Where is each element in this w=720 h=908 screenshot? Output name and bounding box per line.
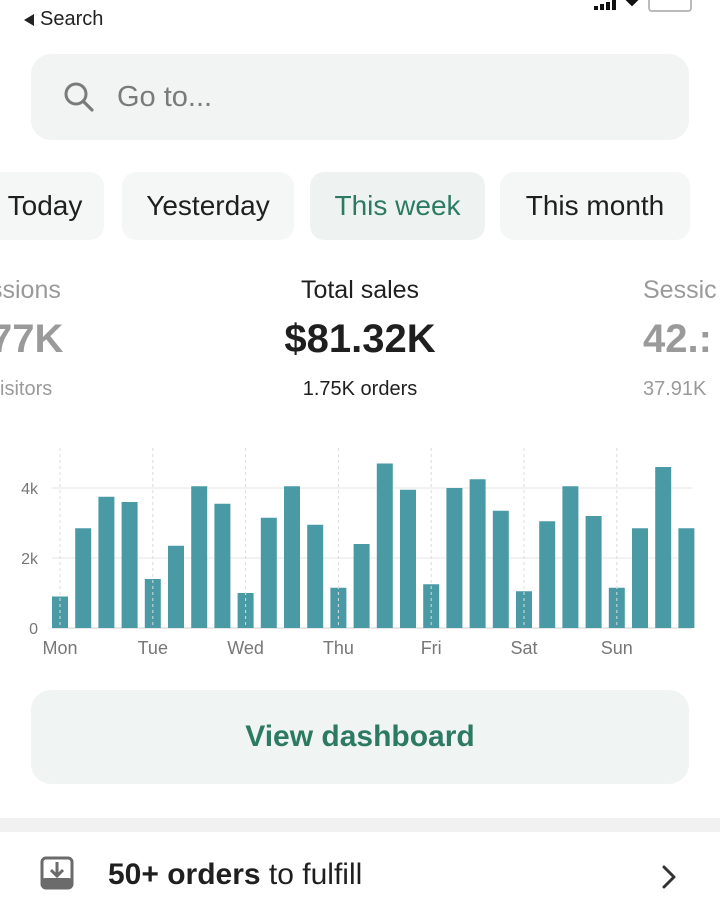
- x-tick-label: Thu: [323, 638, 354, 658]
- back-to-search-link[interactable]: Search: [24, 8, 103, 31]
- chart-bar: [585, 516, 602, 628]
- sales-chart-svg: 0 2k 4k Mon Tue Wed Thu Fri Sat Sun: [21, 448, 695, 658]
- tab-yesterday[interactable]: Yesterday: [122, 172, 294, 240]
- date-range-tabs: Today Yesterday This week This month: [0, 172, 720, 240]
- chart-bar: [284, 486, 300, 628]
- chart-bar: [75, 528, 92, 628]
- metric-label: Sessic: [643, 276, 717, 304]
- metric-label: ssions: [0, 276, 61, 304]
- orders-count: 50+ orders: [108, 858, 261, 891]
- x-tick-label: Mon: [42, 638, 77, 658]
- chart-bar: [562, 486, 579, 628]
- chart-bar: [608, 587, 625, 628]
- metric-sessions-left[interactable]: ssions 77K visitors: [0, 276, 63, 401]
- chart-bar: [492, 510, 509, 628]
- x-tick-label: Wed: [227, 638, 264, 658]
- status-icons: [594, 0, 692, 12]
- y-tick-label: 2k: [21, 551, 39, 568]
- metric-total-sales[interactable]: Total sales $81.32K 1.75K orders: [210, 276, 510, 401]
- wifi-icon: [624, 0, 640, 10]
- orders-to-fulfill-text: 50+ orders to fulfill: [108, 858, 362, 892]
- metric-sub: visitors: [0, 378, 53, 400]
- status-bar: Search: [0, 0, 720, 40]
- chart-bar: [144, 579, 161, 628]
- chart-bar: [446, 488, 463, 628]
- y-tick-label: 0: [29, 621, 38, 638]
- chart-bar: [98, 496, 115, 628]
- chart-bar: [376, 463, 393, 628]
- tab-today[interactable]: Today: [0, 172, 104, 240]
- search-placeholder: Go to...: [117, 80, 213, 113]
- metric-sessions-right[interactable]: Sessic 42.: 37.91K: [643, 276, 717, 401]
- view-dashboard-button[interactable]: View dashboard: [31, 690, 689, 784]
- chart-bar: [121, 502, 138, 628]
- chart-bar: [632, 528, 648, 628]
- battery-icon: [648, 0, 692, 12]
- chart-bar: [330, 587, 347, 628]
- x-tick-label: Sun: [601, 638, 633, 658]
- chart-bar: [678, 528, 695, 628]
- chart-bar: [168, 545, 184, 628]
- section-divider: [0, 818, 720, 832]
- chart-bar: [260, 517, 277, 628]
- y-tick-label: 4k: [21, 481, 39, 498]
- metric-value: 77K: [0, 317, 64, 361]
- back-label: Search: [40, 8, 104, 30]
- chevron-right-icon: [660, 864, 678, 890]
- orders-to-fulfill-row[interactable]: 50+ orders to fulfill: [0, 832, 720, 908]
- x-tick-label: Fri: [421, 638, 442, 658]
- chart-bar: [400, 489, 416, 628]
- orders-suffix: to fulfill: [260, 858, 363, 891]
- metric-value: 42.:: [643, 317, 712, 361]
- sales-chart[interactable]: 0 2k 4k Mon Tue Wed Thu Fri Sat Sun: [0, 440, 720, 670]
- chart-bar: [469, 479, 486, 628]
- metric-value: $81.32K: [284, 317, 436, 361]
- chart-bar: [353, 544, 370, 628]
- search-icon: [61, 79, 97, 115]
- signal-icon: [594, 0, 616, 10]
- tab-this-week[interactable]: This week: [310, 172, 485, 240]
- chart-bar: [539, 521, 556, 628]
- back-arrow-icon: [24, 13, 34, 26]
- tab-this-month[interactable]: This month: [500, 172, 690, 240]
- search-input[interactable]: Go to...: [31, 54, 689, 140]
- chart-bar: [307, 524, 324, 628]
- chart-bar: [214, 503, 231, 628]
- chart-bar: [516, 591, 532, 628]
- download-tray-icon: [40, 856, 74, 890]
- metric-sub: 37.91K: [643, 378, 707, 400]
- metric-label: Total sales: [300, 276, 420, 304]
- chart-bar: [655, 467, 672, 628]
- x-tick-label: Sat: [510, 638, 537, 658]
- chart-bar: [191, 486, 208, 628]
- x-tick-label: Tue: [138, 638, 168, 658]
- metric-sub: 1.75K orders: [302, 378, 418, 400]
